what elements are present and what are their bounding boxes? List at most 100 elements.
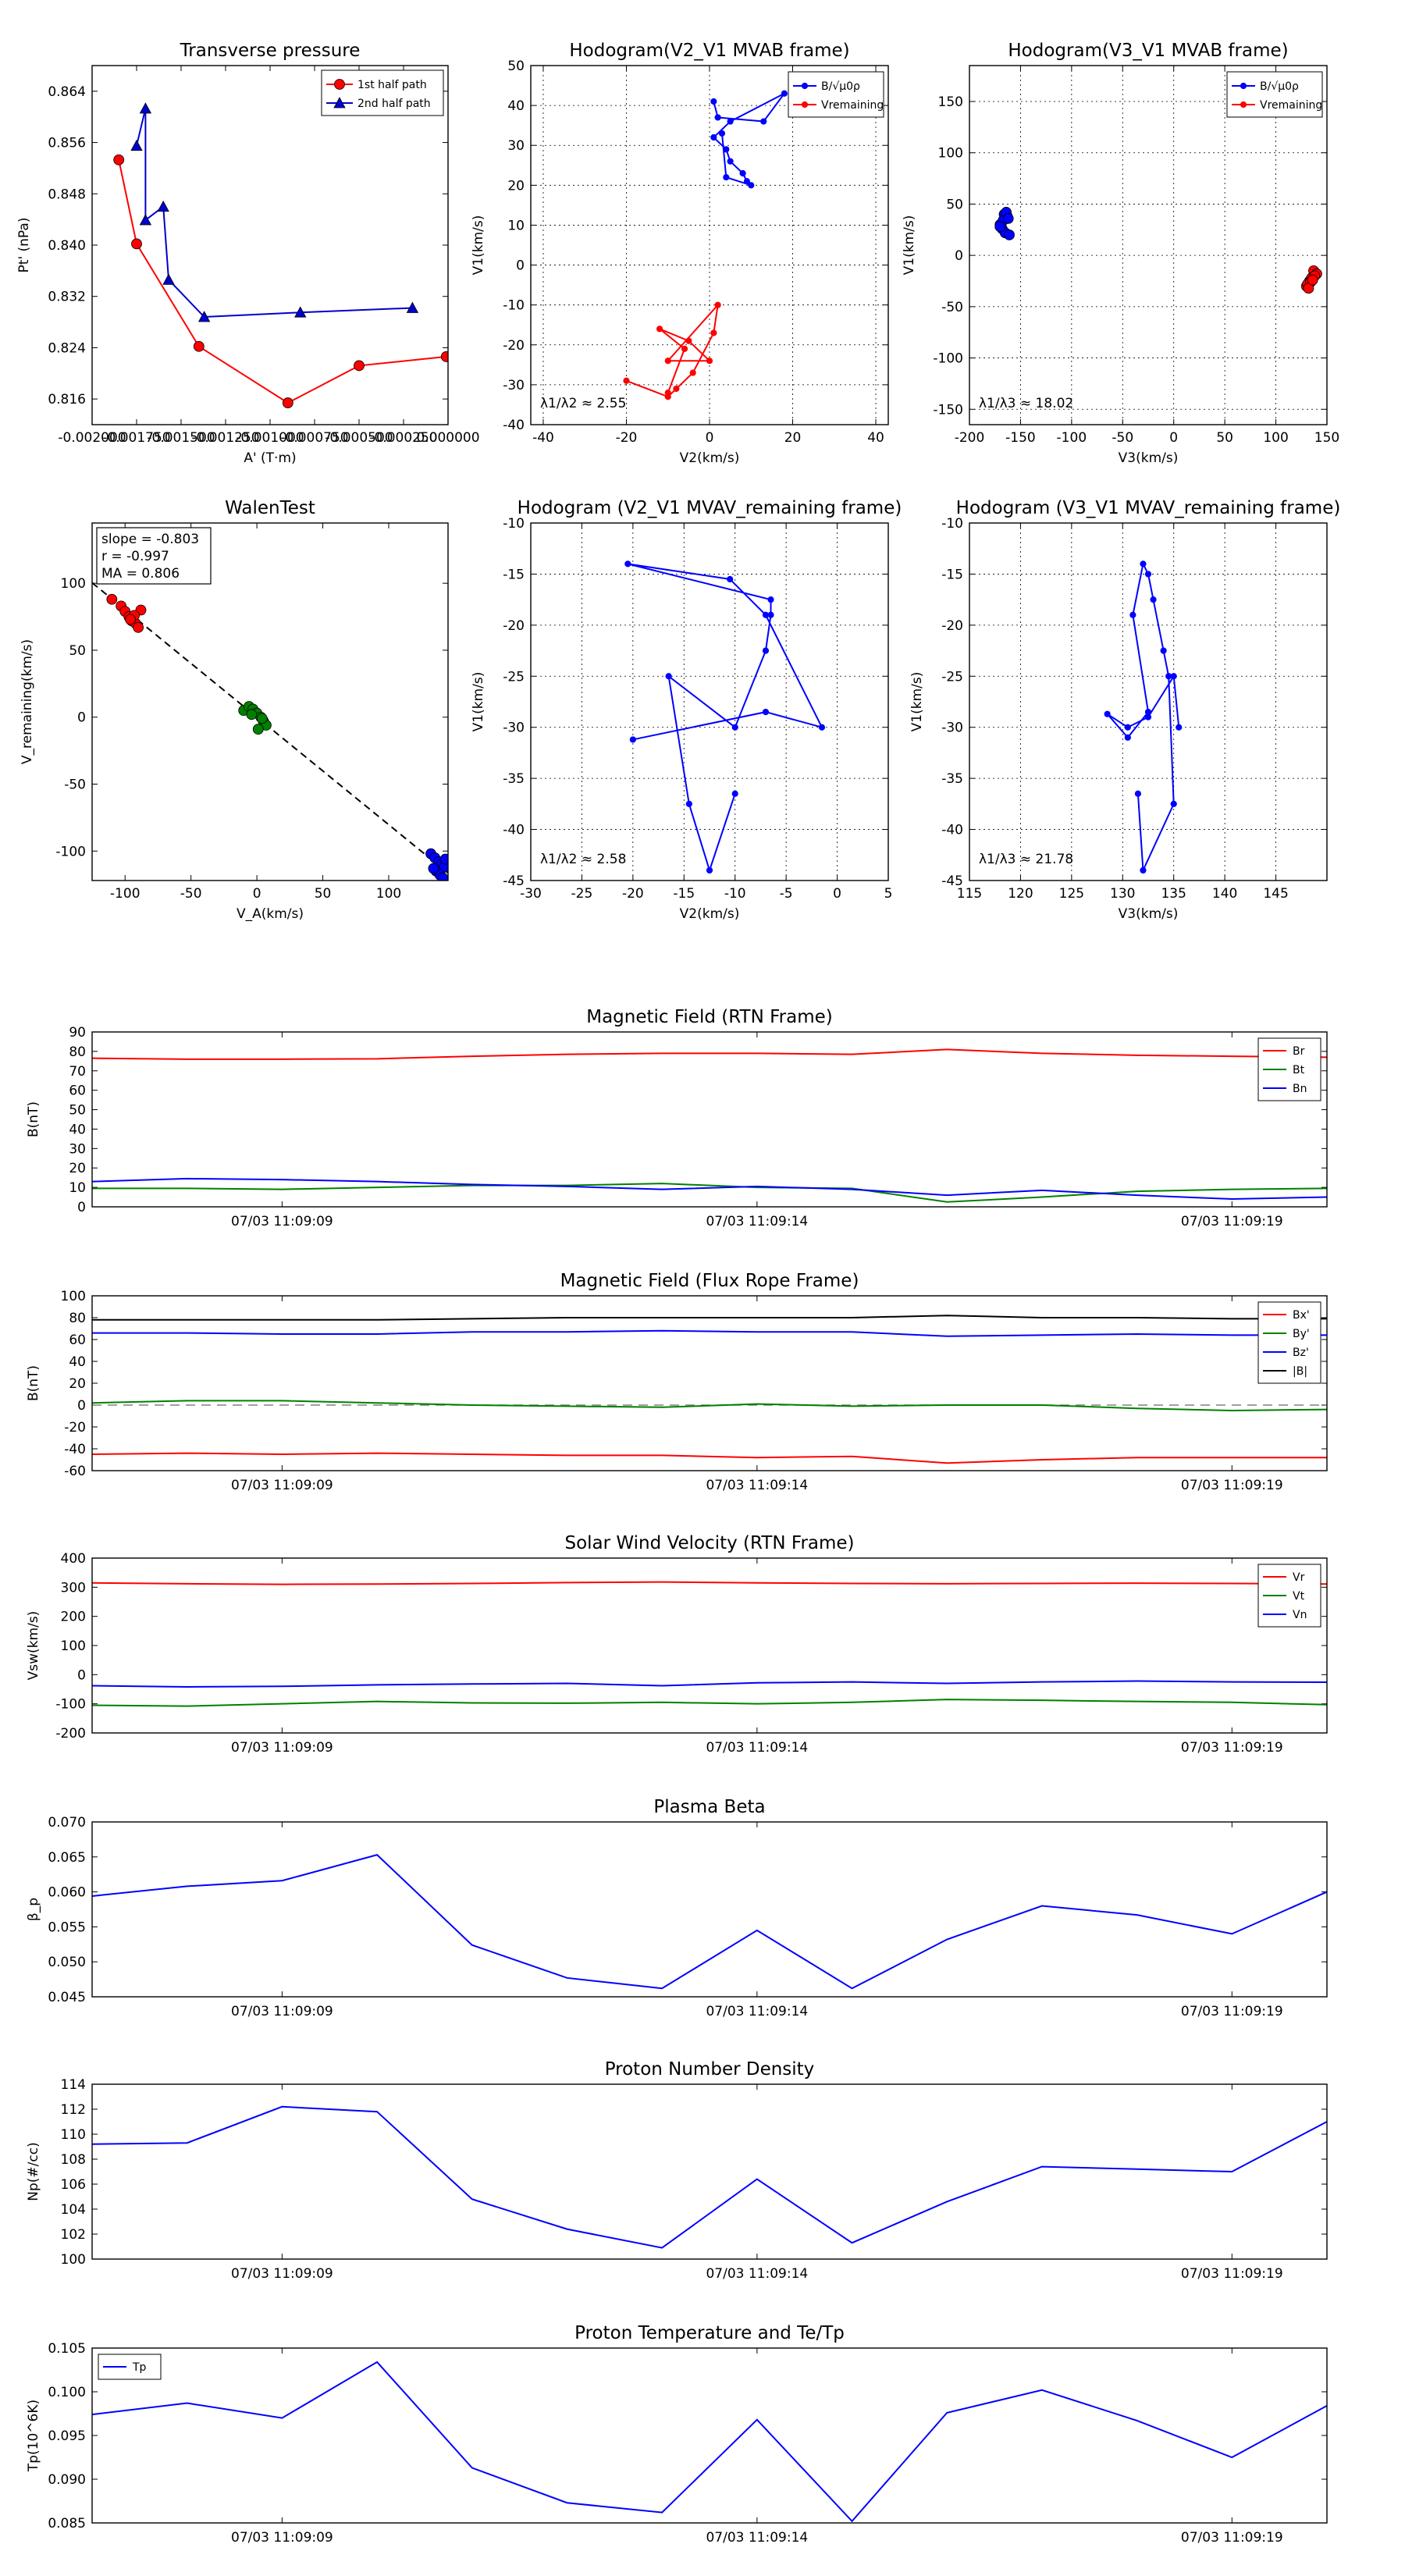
y-axis-label: V_remaining(km/s) bbox=[20, 639, 35, 764]
data-point bbox=[1140, 560, 1147, 568]
x-tick-label: 145 bbox=[1263, 886, 1288, 902]
data-point bbox=[1160, 647, 1167, 654]
y-tick-label: 110 bbox=[61, 2127, 86, 2143]
y-tick-label: 0.090 bbox=[48, 2472, 86, 2488]
y-axis-label: β_p bbox=[26, 1898, 41, 1921]
chart-tp: Transverse pressure-0.002000-0.001750-0.… bbox=[16, 41, 480, 466]
y-tick-label: -150 bbox=[933, 402, 963, 418]
data-point-green bbox=[252, 724, 264, 735]
axes-frame bbox=[969, 522, 1328, 881]
x-tick-label: -0.000250 bbox=[369, 430, 437, 446]
series-group bbox=[994, 207, 1322, 294]
y-tick-label: 150 bbox=[938, 94, 963, 110]
data-point bbox=[685, 337, 692, 344]
time-tick-label: 07/03 11:09:14 bbox=[706, 2530, 808, 2546]
y-tick-label: -30 bbox=[503, 378, 525, 393]
y-tick-label: 300 bbox=[61, 1580, 86, 1596]
data-point bbox=[1140, 866, 1147, 874]
y-axis-label: B(nT) bbox=[26, 1365, 41, 1401]
series-line-br bbox=[92, 1048, 1327, 1060]
data-point bbox=[727, 118, 734, 125]
y-tick-label: -100 bbox=[55, 1697, 86, 1713]
legend-entry: Bx' bbox=[1293, 1309, 1310, 1322]
y-tick-label: -45 bbox=[941, 873, 963, 889]
series-group bbox=[623, 90, 788, 400]
y-tick-label: 0.085 bbox=[48, 2516, 86, 2532]
series-group bbox=[92, 1581, 1327, 1707]
chart-walen: WalenTest -100 -50 0 50 100 -100 -50 0 50 100 V_A(k… bbox=[20, 498, 449, 922]
time-tick-label: 07/03 11:09:19 bbox=[1181, 2530, 1283, 2546]
stats-box bbox=[96, 527, 212, 585]
y-tick-label: 100 bbox=[61, 576, 86, 592]
data-point bbox=[685, 800, 692, 807]
data-point bbox=[664, 390, 671, 397]
data-point-circle bbox=[131, 238, 142, 250]
time-tick-label: 07/03 11:09:19 bbox=[1181, 1478, 1283, 1493]
y-tick-label: 0 bbox=[77, 1200, 86, 1215]
data-point bbox=[818, 724, 826, 731]
legend-entry: |B| bbox=[1293, 1365, 1307, 1378]
x-tick-label: 140 bbox=[1212, 886, 1237, 902]
data-point bbox=[762, 647, 770, 654]
y-tick-label: 0 bbox=[955, 248, 963, 264]
data-point bbox=[781, 90, 788, 97]
y-axis-label: V1(km/s) bbox=[902, 215, 917, 276]
time-tick-label: 07/03 11:09:14 bbox=[706, 1214, 808, 1229]
x-tick-label: -150 bbox=[1005, 430, 1036, 446]
y-tick-label: -25 bbox=[941, 669, 963, 685]
y-axis-label: V1(km/s) bbox=[471, 215, 486, 276]
chart-title: Hodogram (V2_V1 MVAV_remaining frame) bbox=[518, 498, 902, 518]
x-axis-label: V2(km/s) bbox=[680, 450, 740, 466]
y-tick-label: 0.848 bbox=[48, 187, 86, 202]
x-tick-label: 0 bbox=[253, 886, 261, 902]
y-tick-label: 0 bbox=[516, 258, 525, 274]
x-tick-label: -40 bbox=[532, 430, 554, 446]
axes-frame bbox=[530, 65, 889, 425]
x-axis-label: A' (T·m) bbox=[244, 450, 296, 466]
y-tick-label: 50 bbox=[946, 197, 963, 212]
y-tick-label: 100 bbox=[61, 1638, 86, 1654]
series-line bbox=[712, 92, 785, 187]
series-line-tp bbox=[92, 2361, 1327, 2523]
y-tick-label: -20 bbox=[503, 618, 525, 634]
legend-entry: Vt bbox=[1293, 1590, 1305, 1603]
time-tick-label: 07/03 11:09:09 bbox=[231, 2004, 333, 2019]
data-point-triangle bbox=[130, 139, 143, 151]
x-tick-label: -50 bbox=[1112, 430, 1133, 446]
legend-entry: Vremaining bbox=[821, 99, 884, 112]
time-tick-label: 07/03 11:09:09 bbox=[231, 2530, 333, 2546]
y-tick-label: 10 bbox=[507, 218, 525, 233]
chart-hodo2: Hodogram(V3_V1 MVAB frame) -200 -150 -100 -5… bbox=[902, 41, 1339, 466]
y-tick-label: 70 bbox=[69, 1064, 86, 1080]
y-tick-label: -20 bbox=[503, 338, 525, 354]
data-point bbox=[723, 174, 730, 181]
data-point bbox=[1144, 713, 1152, 720]
chart-bfield_fr: Magnetic Field (Flux Rope Frame) -60 -40 -2… bbox=[26, 1271, 1328, 1493]
x-tick-label: -0.001500 bbox=[147, 430, 215, 446]
series-line-by bbox=[92, 1400, 1327, 1412]
data-point bbox=[762, 708, 770, 716]
data-point-triangle bbox=[162, 273, 175, 285]
legend-entry: Br bbox=[1293, 1045, 1305, 1058]
time-tick-label: 07/03 11:09:14 bbox=[706, 2004, 808, 2019]
legend-entry: B/√μ0ρ bbox=[1260, 80, 1299, 93]
data-point bbox=[1129, 611, 1136, 618]
series-line-vr bbox=[92, 1581, 1327, 1585]
legend-entry: Vr bbox=[1293, 1571, 1305, 1584]
data-point bbox=[767, 596, 774, 603]
data-point-blue bbox=[439, 853, 448, 865]
y-tick-label: 30 bbox=[69, 1141, 86, 1157]
data-point-triangle bbox=[406, 301, 419, 313]
data-point-triangle bbox=[197, 311, 211, 322]
y-tick-label: 50 bbox=[507, 59, 525, 74]
legend-entry: Bz' bbox=[1293, 1347, 1309, 1359]
legend-entry: Vn bbox=[1293, 1609, 1307, 1621]
time-tick-label: 07/03 11:09:14 bbox=[706, 2266, 808, 2282]
legend-marker bbox=[801, 82, 809, 90]
series-line-b bbox=[92, 1315, 1327, 1321]
data-point bbox=[743, 178, 751, 185]
chart-title: Hodogram(V3_V1 MVAB frame) bbox=[1008, 41, 1288, 61]
data-point-triangle bbox=[139, 214, 152, 226]
x-tick-label: -0.000500 bbox=[325, 430, 393, 446]
y-tick-label: -45 bbox=[503, 873, 525, 889]
